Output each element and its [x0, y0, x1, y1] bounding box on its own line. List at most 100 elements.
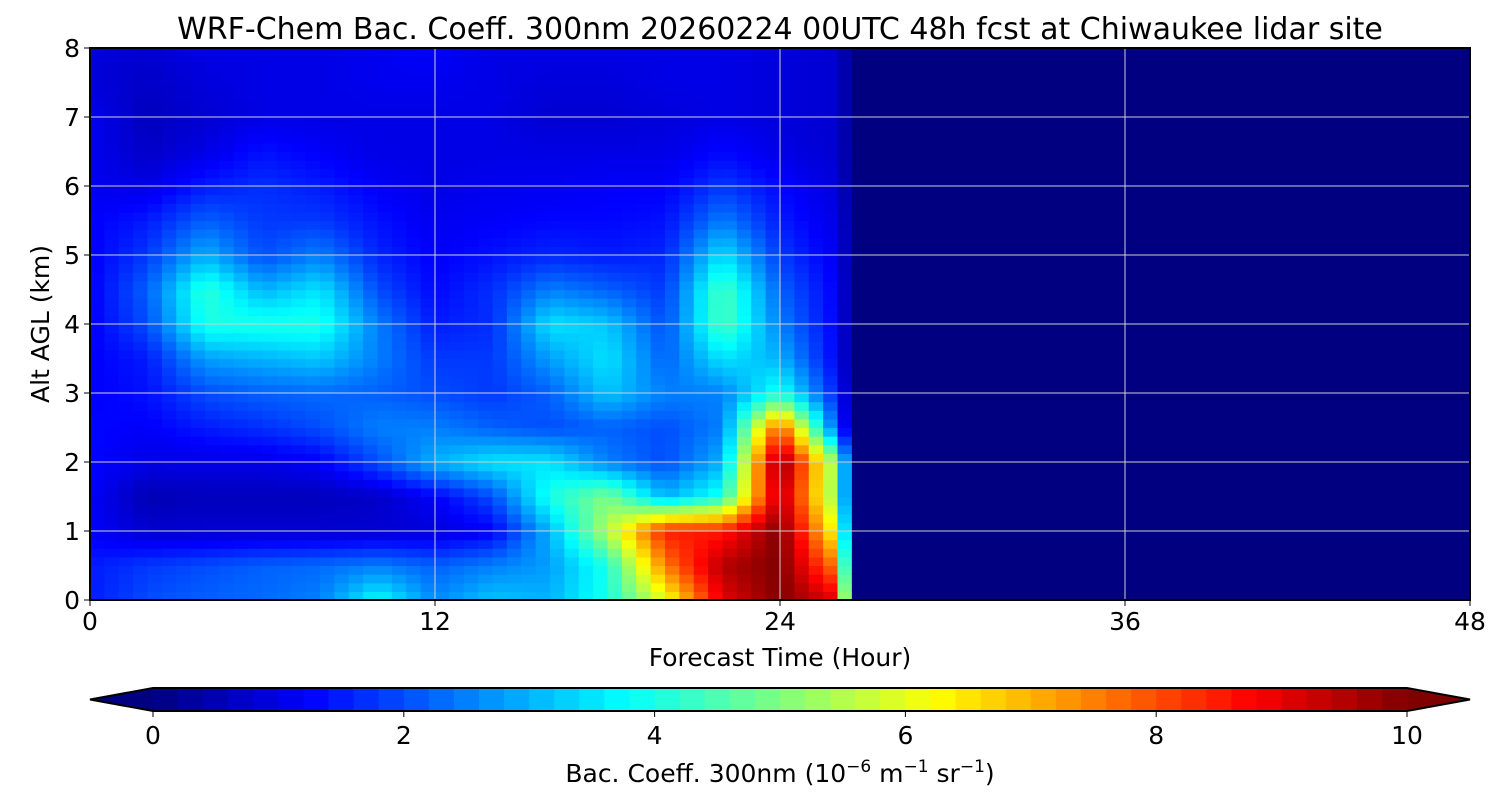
heatmap-cell — [133, 531, 149, 541]
heatmap-cell — [478, 255, 494, 265]
heatmap-cell — [722, 548, 738, 558]
heatmap-cell — [420, 349, 436, 360]
heatmap-cell — [736, 272, 752, 282]
heatmap-cell — [521, 349, 537, 360]
heatmap-cell — [233, 582, 249, 592]
heatmap-cell — [435, 574, 450, 584]
heatmap-cell — [851, 125, 867, 135]
heatmap-cell — [564, 332, 580, 342]
heatmap-cell — [90, 56, 105, 66]
heatmap-cell — [420, 393, 436, 403]
heatmap-cell — [420, 306, 436, 316]
heatmap-cell — [104, 487, 120, 498]
heatmap-cell — [377, 211, 393, 222]
heatmap-cell — [550, 341, 565, 351]
heatmap-cell — [276, 255, 292, 265]
heatmap-cell — [593, 487, 609, 498]
heatmap-cell — [550, 280, 565, 291]
heatmap-cell — [621, 548, 637, 558]
heatmap-cell — [492, 203, 508, 213]
heatmap-cell — [463, 453, 479, 463]
heatmap-cell — [808, 556, 824, 567]
heatmap-cell — [248, 203, 264, 213]
heatmap-cell — [593, 108, 609, 118]
heatmap-cell — [521, 263, 537, 273]
heatmap-cell — [736, 255, 752, 265]
heatmap-cell — [161, 151, 177, 161]
heatmap-cell — [693, 539, 709, 549]
heatmap-cell — [391, 384, 407, 394]
heatmap-cell — [578, 565, 594, 575]
heatmap-cell — [593, 393, 609, 403]
heatmap-cell — [435, 203, 450, 213]
heatmap-cell — [823, 436, 839, 446]
heatmap-cell — [248, 513, 264, 523]
heatmap-cell — [161, 237, 177, 247]
heatmap-cell — [851, 539, 867, 549]
heatmap-cell — [219, 91, 235, 101]
heatmap-cell — [722, 375, 738, 385]
heatmap-cell — [621, 418, 637, 429]
heatmap-cell — [751, 151, 767, 161]
heatmap-cell — [276, 341, 292, 351]
heatmap-cell — [320, 203, 335, 213]
heatmap-cell — [320, 263, 335, 273]
heatmap-cell — [665, 186, 680, 196]
heatmap-cell — [90, 65, 105, 75]
heatmap-cell — [851, 324, 867, 334]
heatmap-cell — [104, 237, 120, 247]
heatmap-cell — [420, 255, 436, 265]
colorbar-segment — [303, 688, 330, 711]
heatmap-cell — [794, 496, 810, 506]
heatmap-cell — [492, 194, 508, 204]
heatmap-cell — [823, 160, 839, 170]
heatmap-cell — [262, 272, 278, 282]
heatmap-cell — [420, 591, 436, 601]
heatmap-cell — [334, 418, 350, 429]
heatmap-cell — [435, 418, 450, 429]
colorbar-segment — [403, 688, 430, 711]
heatmap-cell — [564, 401, 580, 411]
heatmap-cell — [463, 410, 479, 420]
heatmap-cell — [535, 574, 551, 584]
heatmap-cell — [708, 194, 724, 204]
heatmap-cell — [363, 73, 379, 84]
heatmap-cell — [693, 237, 709, 247]
heatmap-cell — [765, 125, 781, 135]
heatmap-cell — [636, 168, 652, 178]
heatmap-cell — [233, 470, 249, 480]
heatmap-cell — [808, 505, 824, 515]
heatmap-cell — [578, 73, 594, 84]
heatmap-cell — [377, 418, 393, 429]
heatmap-cell — [348, 582, 364, 592]
heatmap-cell — [449, 367, 465, 377]
heatmap-cell — [219, 367, 235, 377]
heatmap-cell — [780, 73, 795, 84]
heatmap-cell — [262, 289, 278, 299]
heatmap-cell — [823, 108, 839, 118]
heatmap-cell — [233, 91, 249, 101]
colorbar-segment — [1131, 688, 1157, 711]
heatmap-cell — [363, 306, 379, 316]
heatmap-cell — [780, 479, 795, 489]
heatmap-cell — [736, 229, 752, 239]
heatmap-cell — [794, 349, 810, 360]
heatmap-cell — [780, 367, 795, 377]
heatmap-cell — [650, 203, 666, 213]
heatmap-cell — [693, 384, 709, 394]
heatmap-cell — [492, 315, 508, 325]
heatmap-cell — [535, 470, 551, 480]
heatmap-cell — [693, 306, 709, 316]
heatmap-cell — [104, 125, 120, 135]
heatmap-cell — [521, 272, 537, 282]
heatmap-cell — [578, 298, 594, 308]
heatmap-cell — [823, 194, 839, 204]
heatmap-cell — [190, 574, 206, 584]
heatmap-cell — [621, 591, 637, 601]
heatmap-cell — [291, 591, 307, 601]
heatmap-cell — [133, 298, 149, 308]
heatmap-cell — [463, 496, 479, 506]
heatmap-cell — [492, 186, 508, 196]
heatmap-cell — [708, 548, 724, 558]
heatmap-cell — [391, 556, 407, 567]
